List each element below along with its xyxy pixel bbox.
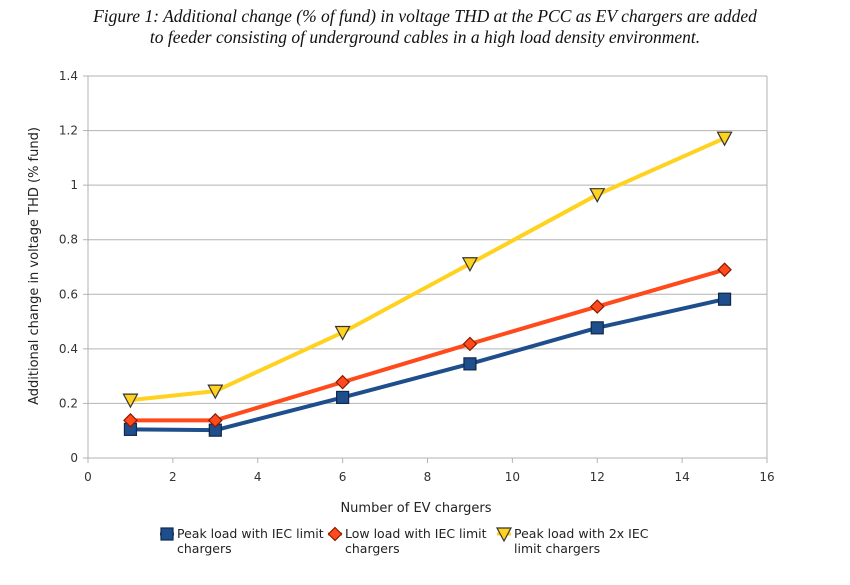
series-line	[130, 297, 726, 433]
legend-label: chargers	[177, 541, 232, 556]
y-tick-label: 0	[70, 451, 78, 465]
data-point-square	[717, 292, 732, 306]
legend-label: Peak load with IEC limit	[177, 526, 324, 541]
legend-label: limit chargers	[514, 541, 600, 556]
x-tick-label: 2	[169, 470, 177, 484]
y-tick-label: 0.6	[59, 287, 78, 301]
data-point-triangle	[716, 131, 733, 147]
caption-line-2: to feeder consisting of underground cabl…	[149, 27, 701, 47]
axes	[83, 75, 768, 463]
data-point-diamond	[589, 299, 605, 314]
y-tick-label: 0.2	[59, 396, 78, 410]
data-point-triangle	[495, 527, 513, 543]
figure-caption: Figure 1: Additional change (% of fund) …	[0, 6, 850, 48]
x-tick-label: 16	[759, 470, 774, 484]
data-point-triangle	[334, 325, 351, 341]
data-point-diamond	[123, 412, 138, 428]
caption-line-1: Figure 1: Additional change (% of fund) …	[93, 6, 757, 26]
data-point-square	[160, 527, 174, 541]
legend-label: chargers	[345, 541, 400, 556]
y-tick-label: 1	[70, 178, 78, 192]
series-2	[123, 262, 732, 428]
y-tick-label: 0.8	[59, 233, 78, 247]
legend-label: Low load with IEC limit	[345, 526, 487, 541]
series-group	[122, 131, 733, 437]
x-tick-label: 0	[84, 470, 92, 484]
tick-labels: 0 0.2 0.4 0.6 0.8 1 1.2 1.4 0 2 4 6 8 10 12 14 16	[59, 69, 775, 484]
y-tick-label: 1.2	[59, 124, 78, 138]
data-point-triangle	[207, 384, 224, 400]
data-point-diamond	[462, 336, 478, 352]
x-tick-label: 6	[339, 470, 347, 484]
x-tick-label: 14	[674, 470, 689, 484]
series-line	[130, 136, 726, 403]
x-tick-label: 8	[424, 470, 432, 484]
data-point-triangle	[122, 393, 139, 409]
data-point-square	[336, 390, 350, 405]
x-axis-label: Number of EV chargers	[340, 501, 491, 516]
x-tick-label: 4	[254, 470, 262, 484]
data-point-diamond	[207, 412, 223, 428]
x-tick-label: 12	[590, 470, 605, 484]
y-tick-label: 0.4	[59, 342, 78, 356]
data-point-square	[590, 321, 604, 335]
series-3	[122, 131, 733, 409]
data-point-diamond	[327, 526, 343, 542]
y-tick-label: 1.4	[59, 69, 78, 83]
data-point-triangle	[589, 188, 606, 203]
data-point-triangle	[461, 257, 478, 272]
y-axis-label: Additional change in voltage THD (% fund…	[27, 127, 42, 405]
data-point-square	[463, 357, 477, 371]
x-tick-label: 10	[505, 470, 520, 484]
legend-label: Peak load with 2x IEC	[514, 526, 649, 541]
data-point-diamond	[335, 374, 350, 390]
grid-lines	[88, 75, 767, 459]
data-point-diamond	[717, 262, 732, 278]
series-line	[130, 267, 726, 423]
series-1	[123, 292, 732, 437]
